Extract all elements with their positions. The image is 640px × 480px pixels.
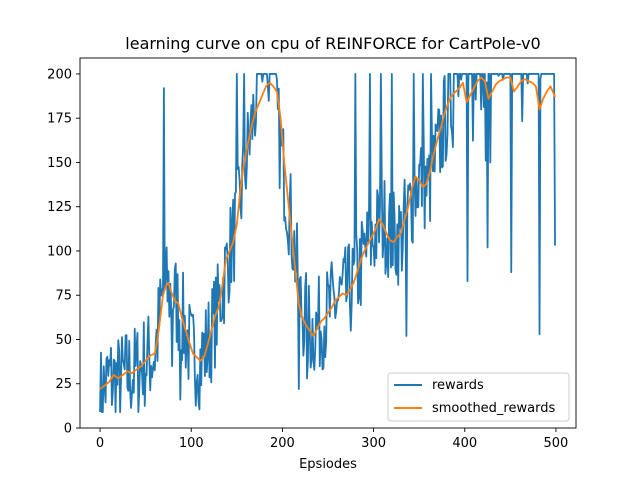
y-tick-label: 75 [55,289,72,304]
y-tick-label: 125 [47,200,72,215]
y-tick-label: 100 [47,244,72,259]
x-axis: 0 100 200 300 400 500 [96,428,568,451]
x-tick-label: 0 [96,436,104,451]
y-tick-label: 175 [47,112,72,127]
chart-title: learning curve on cpu of REINFORCE for C… [125,34,540,53]
y-tick-label: 25 [55,377,72,392]
series-line-smoothed-rewards [99,76,556,390]
x-tick-label: 100 [179,436,204,451]
y-tick-label: 200 [47,67,72,82]
legend-box [387,372,570,422]
series-layer [99,73,556,413]
plot-frame [79,57,577,429]
x-tick-label: 300 [361,436,386,451]
x-axis-label: Epsiodes [299,457,357,472]
y-axis: 0 25 50 75 100 125 150 175 200 [47,67,80,437]
y-tick-label: 150 [47,156,72,171]
legend: rewards smoothed_rewards [387,372,570,422]
plot-area [79,57,577,429]
x-tick-label: 200 [270,436,295,451]
x-tick-label: 500 [544,436,569,451]
series-line-rewards [99,73,556,413]
x-tick-label: 400 [452,436,477,451]
legend-label-rewards: rewards [432,378,484,393]
legend-label-smoothed-rewards: smoothed_rewards [432,401,555,416]
y-tick-label: 50 [55,333,72,348]
y-tick-label: 0 [64,422,72,437]
